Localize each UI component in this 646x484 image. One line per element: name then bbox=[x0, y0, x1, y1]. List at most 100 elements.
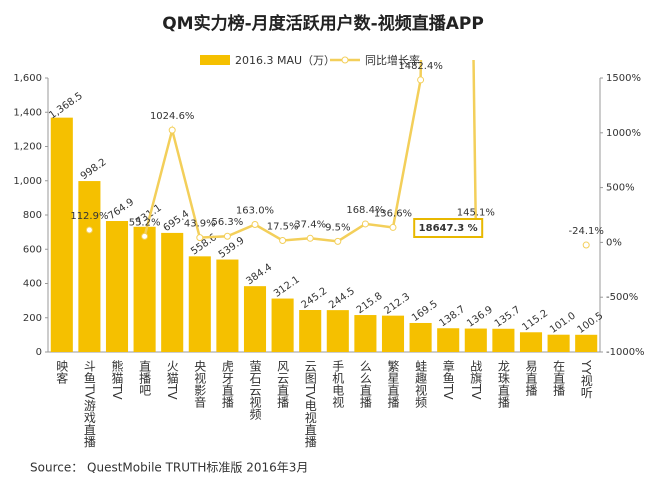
line-label: 17.5% bbox=[267, 221, 299, 232]
line-point bbox=[389, 223, 397, 231]
x-tick-label: 斗鱼TV游戏直播 bbox=[82, 360, 96, 449]
bar bbox=[216, 259, 239, 352]
line-label: 112.9% bbox=[70, 211, 108, 222]
y2-tick-label: 1500% bbox=[606, 73, 641, 84]
line-point bbox=[582, 241, 590, 249]
line-point bbox=[85, 226, 93, 234]
y-tick-label: 800 bbox=[23, 210, 42, 221]
bar bbox=[243, 286, 267, 352]
y-tick-label: 1,000 bbox=[13, 176, 42, 187]
line-point bbox=[417, 76, 425, 84]
line-label: -24.1% bbox=[569, 226, 604, 237]
line-label: 18647.3 % bbox=[419, 223, 478, 234]
bar-label: 212.3 bbox=[382, 291, 412, 316]
bar-label: 244.5 bbox=[327, 286, 357, 311]
bar bbox=[78, 181, 101, 352]
bar bbox=[299, 310, 322, 352]
bar-label: 138.7 bbox=[438, 304, 468, 329]
bar bbox=[161, 232, 184, 352]
y2-tick-label: -500% bbox=[606, 292, 638, 303]
y-tick-label: 1,600 bbox=[13, 73, 42, 84]
line-label: 55.2% bbox=[129, 217, 161, 228]
bar bbox=[326, 310, 349, 352]
bar-label: 1,368.5 bbox=[47, 91, 85, 122]
line-label: 1482.4% bbox=[398, 61, 443, 72]
line-label: 43.9% bbox=[184, 219, 216, 230]
line-point bbox=[141, 232, 149, 240]
x-tick-label: 映客 bbox=[55, 360, 69, 385]
x-tick-label: 蛙趣视频 bbox=[414, 360, 428, 409]
bar bbox=[519, 332, 543, 352]
bar bbox=[50, 117, 73, 352]
bar bbox=[271, 298, 294, 352]
bar bbox=[547, 334, 570, 352]
y-tick-label: 1,400 bbox=[13, 107, 42, 118]
y2-tick-label: 500% bbox=[606, 183, 635, 194]
legend-swatch bbox=[341, 56, 349, 64]
x-tick-label: 龙珠直播 bbox=[496, 360, 510, 409]
legend-label: 同比增长率 bbox=[365, 53, 420, 67]
bar-label: 115.2 bbox=[520, 308, 550, 333]
legend-label: 2016.3 MAU（万） bbox=[235, 54, 335, 67]
y2-tick-label: 0% bbox=[606, 237, 622, 248]
line-label: 136.6% bbox=[374, 208, 412, 219]
x-tick-label: 云图TV电视直播 bbox=[303, 360, 317, 448]
bar bbox=[381, 315, 405, 352]
legend-swatch bbox=[200, 55, 230, 65]
label-box bbox=[413, 218, 484, 238]
x-tick-label: 火猫TV bbox=[165, 360, 179, 400]
x-tick-label: 易直播 bbox=[524, 360, 538, 397]
bar bbox=[464, 328, 487, 352]
x-tick-label: 风云直播 bbox=[276, 360, 290, 409]
x-tick-label: 繁星直播 bbox=[386, 359, 400, 409]
bar bbox=[105, 221, 129, 352]
bar-label: 215.8 bbox=[355, 291, 385, 316]
bar-label: 169.5 bbox=[410, 299, 440, 324]
line-label: 145.1% bbox=[457, 207, 495, 218]
y-tick-label: 600 bbox=[23, 244, 42, 255]
x-tick-label: 熊猫TV bbox=[110, 359, 124, 401]
x-tick-label: 么么直播 bbox=[358, 360, 372, 409]
bar bbox=[437, 328, 460, 352]
line-label: 56.3% bbox=[212, 217, 244, 228]
source: Source： QuestMobile TRUTH标准版 2016年3月 bbox=[30, 461, 308, 475]
bar bbox=[133, 226, 156, 352]
y2-tick-label: -1000% bbox=[606, 347, 645, 358]
bar-label: 539.9 bbox=[217, 235, 247, 260]
bar-label: 135.7 bbox=[493, 304, 523, 329]
y-tick-label: 0 bbox=[36, 347, 42, 358]
line-label: 163.0% bbox=[236, 206, 274, 217]
bar-label: 245.2 bbox=[300, 286, 330, 311]
bar bbox=[575, 334, 598, 352]
line-point bbox=[334, 237, 342, 245]
line-point bbox=[196, 234, 204, 242]
chart-title: QM实力榜-月度活跃用户数-视频直播APP bbox=[162, 13, 484, 34]
x-tick-label: 章鱼TV bbox=[441, 359, 455, 401]
line-point bbox=[168, 126, 176, 134]
y-tick-label: 1,200 bbox=[13, 142, 42, 153]
bar bbox=[354, 315, 377, 352]
x-tick-label: 手机电视 bbox=[331, 360, 345, 408]
line-series bbox=[85, 60, 590, 249]
line-point bbox=[279, 236, 287, 244]
x-tick-label: 在直播 bbox=[552, 360, 566, 397]
bar-label: 101.0 bbox=[548, 310, 578, 335]
y-tick-label: 400 bbox=[23, 279, 42, 290]
line-label: 37.4% bbox=[294, 219, 326, 230]
bar bbox=[188, 256, 211, 352]
line-point bbox=[361, 220, 369, 228]
x-tick-label: 萤石云视频 bbox=[248, 360, 262, 421]
line-label: 168.4% bbox=[346, 205, 384, 216]
line-point bbox=[251, 221, 259, 229]
x-tick-label: 央视影音 bbox=[193, 360, 207, 409]
bar-label: 136.9 bbox=[465, 304, 495, 329]
line-label: 9.5% bbox=[325, 222, 350, 233]
bar bbox=[409, 322, 432, 352]
y-tick-label: 200 bbox=[23, 313, 42, 324]
bar bbox=[492, 328, 515, 352]
x-tick-label: YY视听 bbox=[579, 359, 593, 399]
line-point bbox=[223, 232, 231, 240]
line-point bbox=[306, 234, 314, 242]
